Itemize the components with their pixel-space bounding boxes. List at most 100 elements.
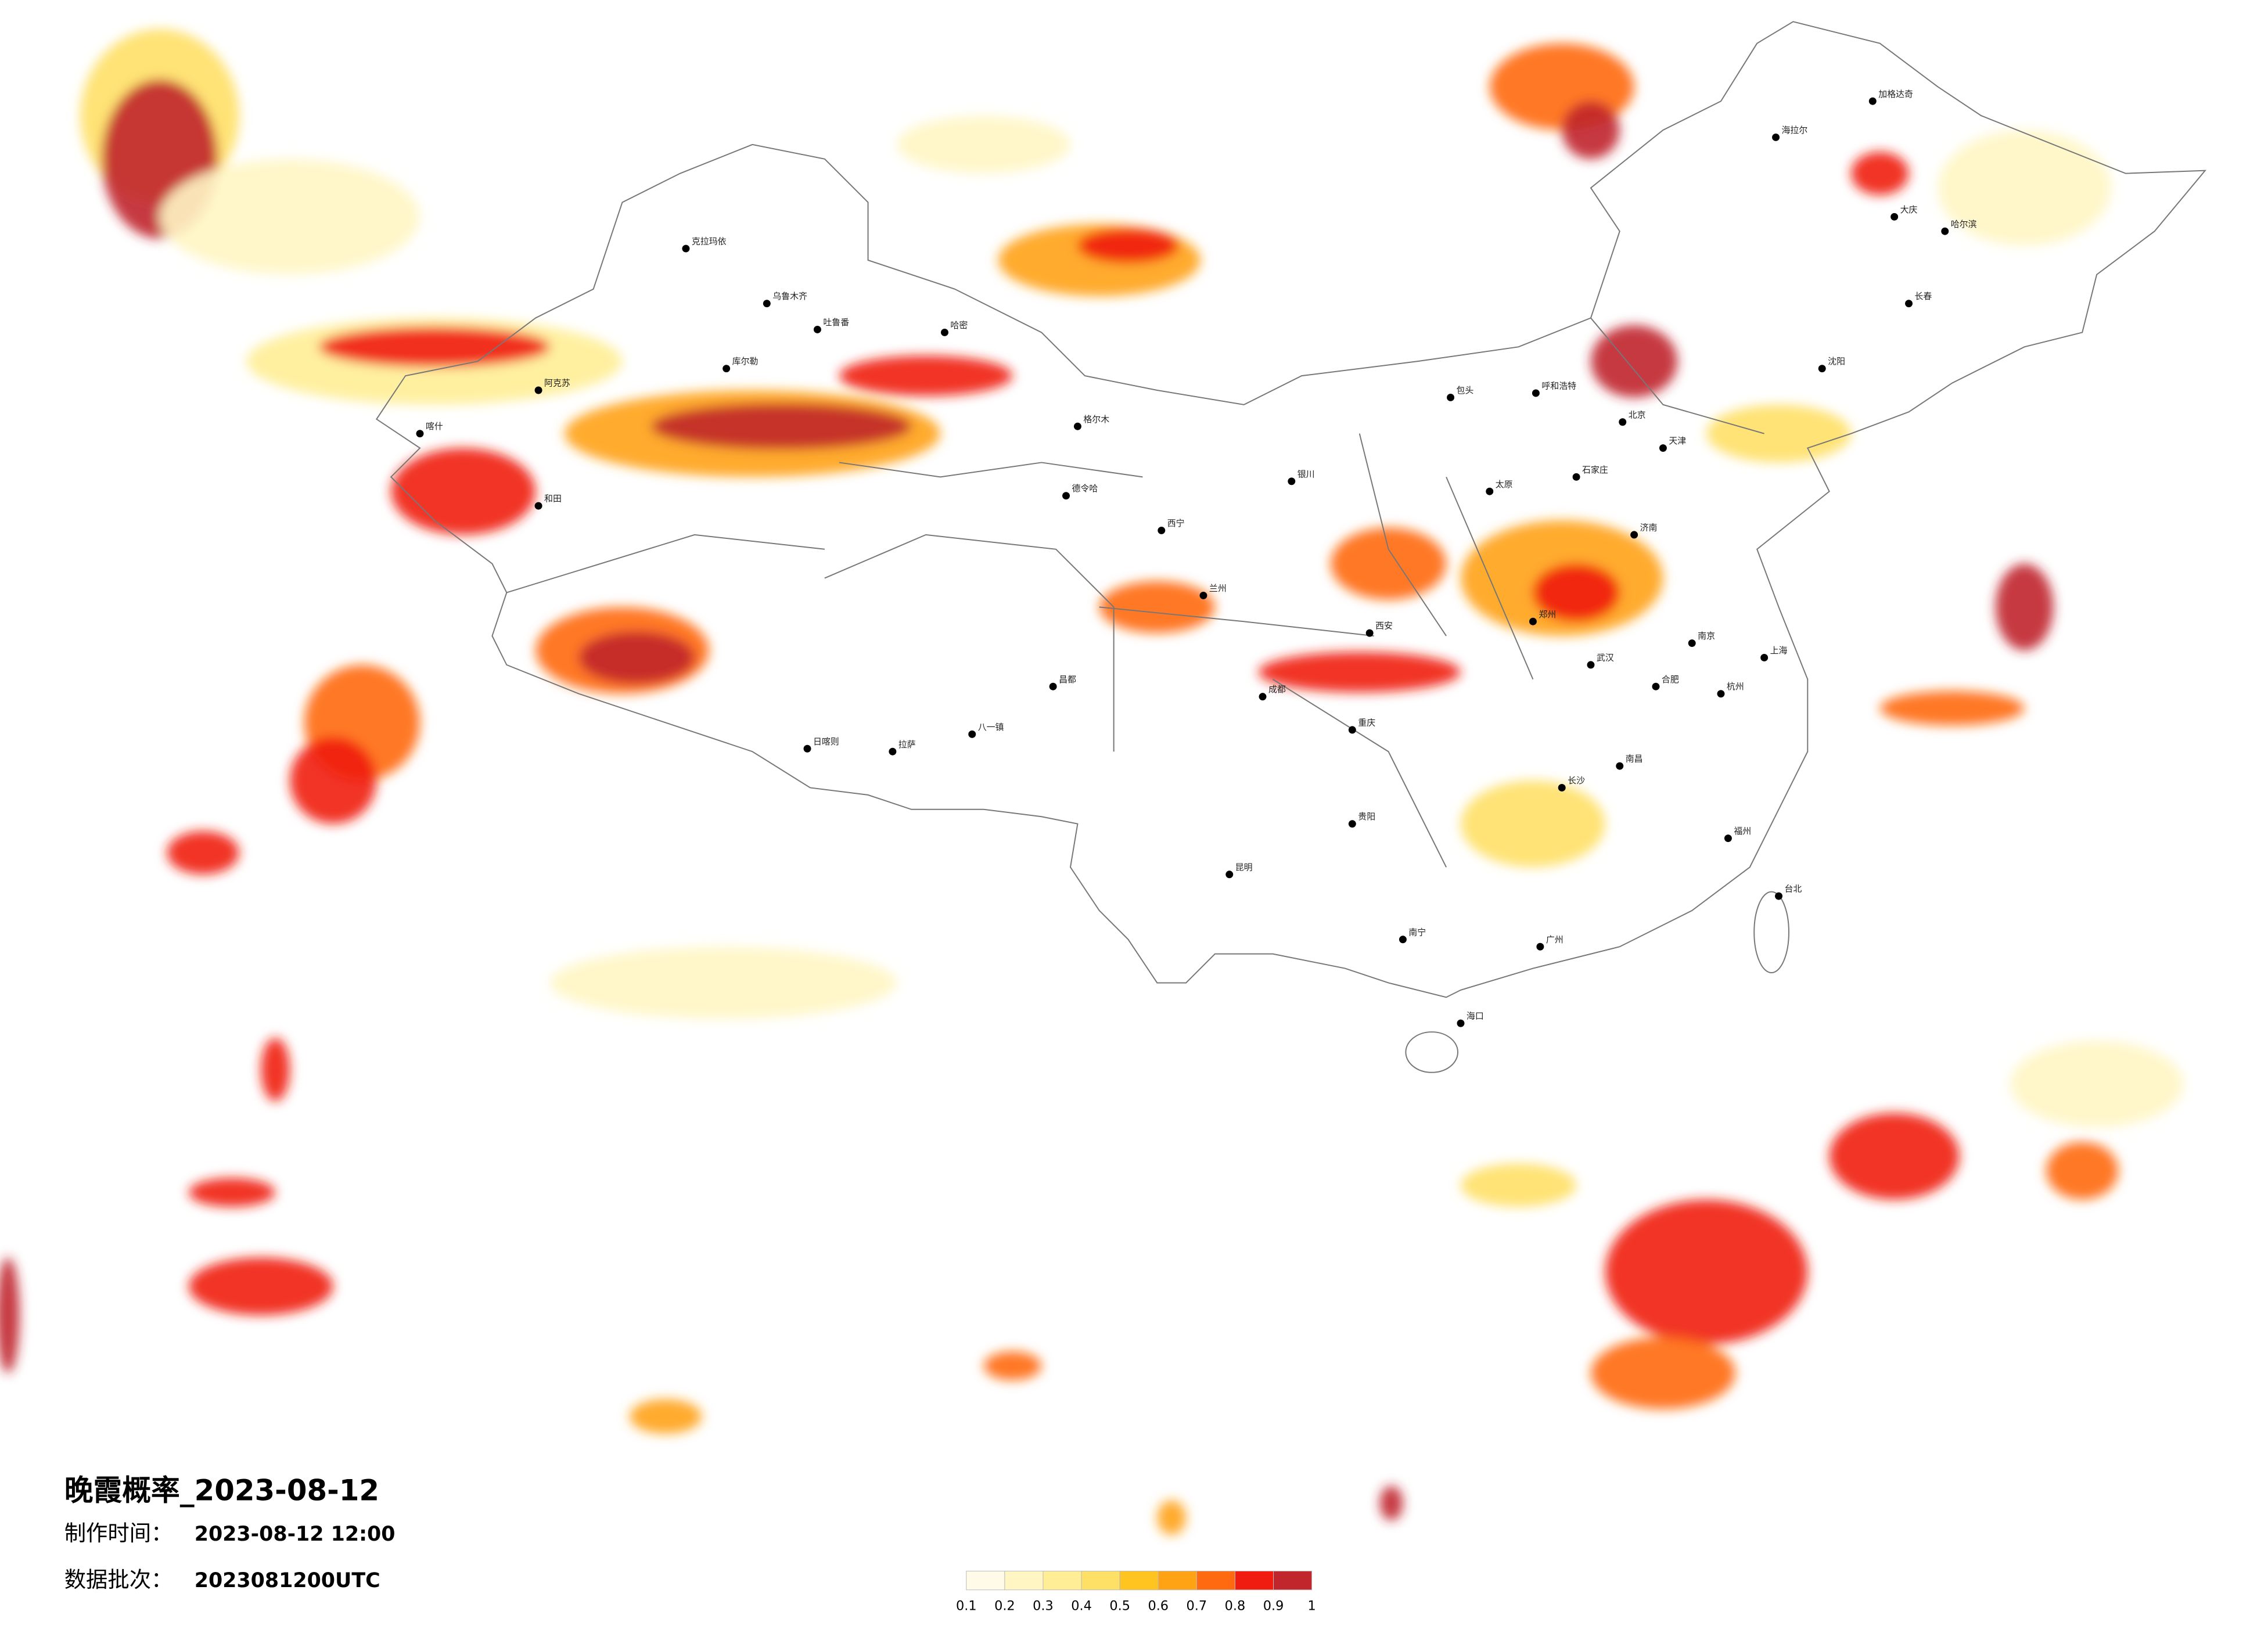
city-dot (1049, 682, 1057, 690)
city-dot (1941, 227, 1949, 235)
probability-blob (1562, 101, 1620, 159)
city-dot (1619, 418, 1627, 426)
city-dot (1529, 617, 1537, 625)
city-dot (723, 365, 731, 373)
city-label: 福州 (1734, 826, 1751, 836)
city-label: 南宁 (1408, 927, 1426, 937)
city-dot (1399, 936, 1407, 944)
city-dot (1630, 531, 1638, 539)
probability-blob (167, 831, 239, 875)
batch-label: 数据批次： (64, 1567, 173, 1592)
probability-blob (289, 737, 377, 824)
probability-blob (1077, 228, 1179, 263)
city-label: 昌都 (1059, 674, 1076, 685)
probability-blob (1706, 404, 1851, 463)
province-lines (506, 317, 1764, 868)
city-dot (1775, 892, 1783, 900)
city-label: 郑州 (1539, 609, 1556, 620)
probability-blob (1099, 581, 1215, 634)
city-label: 天津 (1669, 436, 1686, 446)
made-time: 2023-08-12 12:00 (195, 1523, 396, 1546)
city-dot (682, 244, 690, 253)
city-label: 西安 (1375, 621, 1393, 631)
colorbar-box (1196, 1570, 1235, 1591)
city-label: 拉萨 (898, 739, 916, 750)
city-dot (534, 386, 542, 394)
city-label: 德令哈 (1072, 483, 1098, 494)
city-label: 贵阳 (1358, 811, 1375, 822)
probability-blob (1330, 527, 1447, 600)
city-dot (1288, 477, 1296, 485)
probability-blob (1605, 1199, 1808, 1344)
city-label: 兰州 (1209, 583, 1227, 593)
city-label: 重庆 (1358, 717, 1375, 728)
city-label: 昆明 (1235, 862, 1253, 872)
city-dot (968, 730, 976, 738)
colorbar-box (1081, 1570, 1120, 1591)
city-dot (1062, 492, 1070, 500)
colorbar-tick-label: 0.2 (994, 1599, 1015, 1614)
city-dot (1905, 300, 1913, 308)
city-dot (1348, 820, 1356, 828)
city-label: 成都 (1268, 684, 1286, 695)
colorbar-box (1004, 1570, 1044, 1591)
probability-blob (1879, 690, 2025, 726)
colorbar-tick-label: 0.7 (1187, 1599, 1207, 1614)
city-label: 广州 (1546, 934, 1563, 945)
city-label: 库尔勒 (732, 356, 759, 366)
city-label: 长春 (1915, 291, 1932, 301)
city-dot (1532, 389, 1540, 397)
city-label: 日喀则 (813, 736, 839, 747)
colorbar-tick-label: 0.8 (1225, 1599, 1246, 1614)
probability-blob (1829, 1113, 1960, 1200)
city-label: 哈密 (950, 320, 968, 330)
city-dot (1890, 213, 1899, 221)
city-label: 哈尔滨 (1951, 219, 1977, 229)
city-label: 杭州 (1727, 681, 1744, 692)
city-dot (940, 328, 948, 336)
hainan (1405, 1031, 1459, 1073)
city-label: 大庆 (1900, 204, 1918, 215)
colorbar-tick-label: 0.3 (1033, 1599, 1054, 1614)
city-label: 合肥 (1662, 674, 1679, 685)
taiwan (1753, 891, 1789, 974)
city-dot (1348, 726, 1356, 734)
city-label: 石家庄 (1582, 465, 1608, 475)
probability-blob (549, 947, 897, 1019)
probability-blob (629, 1399, 702, 1434)
probability-blob (983, 1351, 1042, 1380)
probability-blob (1590, 1337, 1735, 1409)
probability-blob (839, 355, 1013, 396)
city-label: 银川 (1297, 469, 1315, 479)
city-dot (1558, 783, 1566, 792)
colorbar-tick-label: 0.4 (1071, 1599, 1092, 1614)
probability-blob (651, 403, 912, 450)
city-dot (1688, 639, 1696, 647)
city-dot (1717, 690, 1725, 698)
colorbar-tick-label: 1 (1308, 1599, 1316, 1614)
probability-blob (1850, 152, 1909, 195)
batch: 2023081200UTC (195, 1569, 380, 1592)
city-dot (534, 502, 542, 510)
city-label: 格尔木 (1083, 414, 1109, 425)
city-dot (1536, 942, 1544, 951)
probability-blob (1938, 130, 2111, 246)
probability-blob (159, 159, 420, 275)
city-label: 海口 (1467, 1011, 1484, 1021)
probability-blob (318, 326, 550, 368)
probability-blob (1460, 780, 1605, 868)
city-dot (1073, 422, 1081, 430)
city-label: 济南 (1640, 522, 1658, 533)
city-dot (1158, 526, 1166, 534)
city-label: 武汉 (1597, 652, 1614, 663)
probability-field (0, 28, 2184, 1535)
city-label: 八一镇 (978, 722, 1004, 732)
probability-blob (897, 116, 1070, 174)
china-outline (375, 21, 2206, 998)
city-dot (1587, 661, 1595, 669)
city-label: 包头 (1457, 385, 1474, 395)
city-dot (1572, 473, 1580, 481)
colorbar-tick-label: 0.1 (956, 1599, 977, 1614)
colorbar-box (1234, 1570, 1274, 1591)
probability-blob (188, 1257, 333, 1315)
